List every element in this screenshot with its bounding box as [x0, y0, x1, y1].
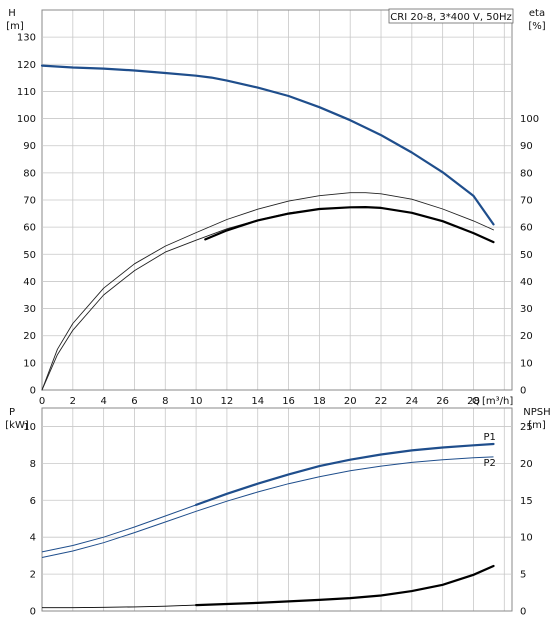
- left-axis-name: H: [8, 8, 16, 19]
- x-tick-label: 4: [100, 396, 106, 407]
- y-tick-label-left: 0: [30, 386, 36, 397]
- x-tick-label: 24: [405, 396, 418, 407]
- y-tick-label-left: 110: [17, 87, 36, 98]
- x-tick-label: 14: [251, 396, 264, 407]
- y-tick-label-left: 20: [23, 331, 36, 342]
- x-tick-label: 26: [436, 396, 449, 407]
- y-tick-label-left: 70: [23, 196, 36, 207]
- left-axis-unit: [kW]: [5, 420, 29, 431]
- npsh-curve: [195, 564, 495, 607]
- y-tick-label-left: 90: [23, 141, 36, 152]
- y-tick-label-right: 0: [520, 607, 526, 618]
- y-tick-label-right: 60: [520, 223, 533, 234]
- y-tick-label-left: 60: [23, 223, 36, 234]
- series-label-p2: P2: [484, 458, 496, 469]
- y-tick-label-right: 40: [520, 277, 533, 288]
- right-axis-unit: [m]: [528, 420, 546, 431]
- y-tick-label-right: 30: [520, 304, 533, 315]
- y-tick-label-left: 130: [17, 33, 36, 44]
- series-label-p1: P1: [484, 432, 496, 443]
- y-tick-label-left: 40: [23, 277, 36, 288]
- x-tick-label: 10: [190, 396, 203, 407]
- model-badge: CRI 20-8, 3*400 V, 50Hz: [388, 8, 514, 24]
- y-tick-label-right: 20: [520, 331, 533, 342]
- x-axis-unit: [m³/h]: [482, 396, 513, 407]
- x-tick-label: 6: [131, 396, 137, 407]
- y-tick-label-left: 50: [23, 250, 36, 261]
- y-tick-label-right: 10: [520, 358, 533, 369]
- y-tick-label-left: 10: [23, 358, 36, 369]
- y-tick-label-right: 70: [520, 196, 533, 207]
- y-tick-label-right: 5: [520, 570, 526, 581]
- y-tick-label-right: 10: [520, 533, 533, 544]
- x-tick-label: 28: [467, 396, 480, 407]
- x-tick-label: 20: [344, 396, 357, 407]
- y-tick-label-left: 100: [17, 114, 36, 125]
- y-tick-label-right: 80: [520, 168, 533, 179]
- x-tick-label: 22: [375, 396, 388, 407]
- y-tick-label-right: 90: [520, 141, 533, 152]
- y-tick-label-left: 80: [23, 168, 36, 179]
- eta-bold-curve: [204, 206, 495, 244]
- left-axis-unit: [m]: [6, 21, 24, 32]
- p1-curve: [195, 442, 495, 506]
- x-tick-label: 12: [221, 396, 234, 407]
- y-tick-label-left: 0: [30, 607, 36, 618]
- plot-frame: [41, 407, 513, 612]
- y-tick-label-right: 50: [520, 250, 533, 261]
- y-tick-label-left: 8: [30, 459, 36, 470]
- right-axis-unit: [%]: [528, 21, 545, 32]
- right-axis-name: eta: [529, 8, 545, 19]
- y-tick-label-left: 30: [23, 304, 36, 315]
- y-tick-label-right: 20: [520, 459, 533, 470]
- head-efficiency-plot: 0102030405060708090100110120130010203040…: [6, 8, 546, 407]
- y-tick-label-right: 0: [520, 386, 526, 397]
- y-tick-label-left: 120: [17, 60, 36, 71]
- p1-curve-thin: [41, 504, 197, 553]
- badge-text: CRI 20-8, 3*400 V, 50Hz: [390, 12, 511, 23]
- y-tick-label-right: 100: [520, 114, 539, 125]
- x-tick-label: 0: [39, 396, 45, 407]
- y-tick-label-left: 6: [30, 496, 36, 507]
- y-tick-label-right: 25: [520, 422, 533, 433]
- y-tick-label-left: 4: [30, 533, 36, 544]
- x-tick-label: 16: [282, 396, 295, 407]
- y-tick-label-right: 15: [520, 496, 533, 507]
- x-tick-label: 8: [162, 396, 168, 407]
- head-curve: [40, 64, 495, 226]
- x-tick-label: 18: [313, 396, 326, 407]
- p2-curve: [41, 456, 494, 558]
- npsh-curve-thin: [42, 604, 197, 609]
- y-tick-label-left: 10: [23, 422, 36, 433]
- badge-box: [388, 8, 514, 24]
- right-axis-name: NPSH: [523, 407, 550, 418]
- power-npsh-plot: 0 2 4 6 8 10 0 5 10 15 20 25 P [kW] NPSH [m] P1 P2: [5, 407, 550, 618]
- left-axis-name: P: [9, 407, 15, 418]
- y-tick-label-left: 2: [30, 570, 36, 581]
- eta-outer-curve: [41, 192, 494, 391]
- x-tick-label: 2: [70, 396, 76, 407]
- x-axis-name: Q: [472, 396, 480, 407]
